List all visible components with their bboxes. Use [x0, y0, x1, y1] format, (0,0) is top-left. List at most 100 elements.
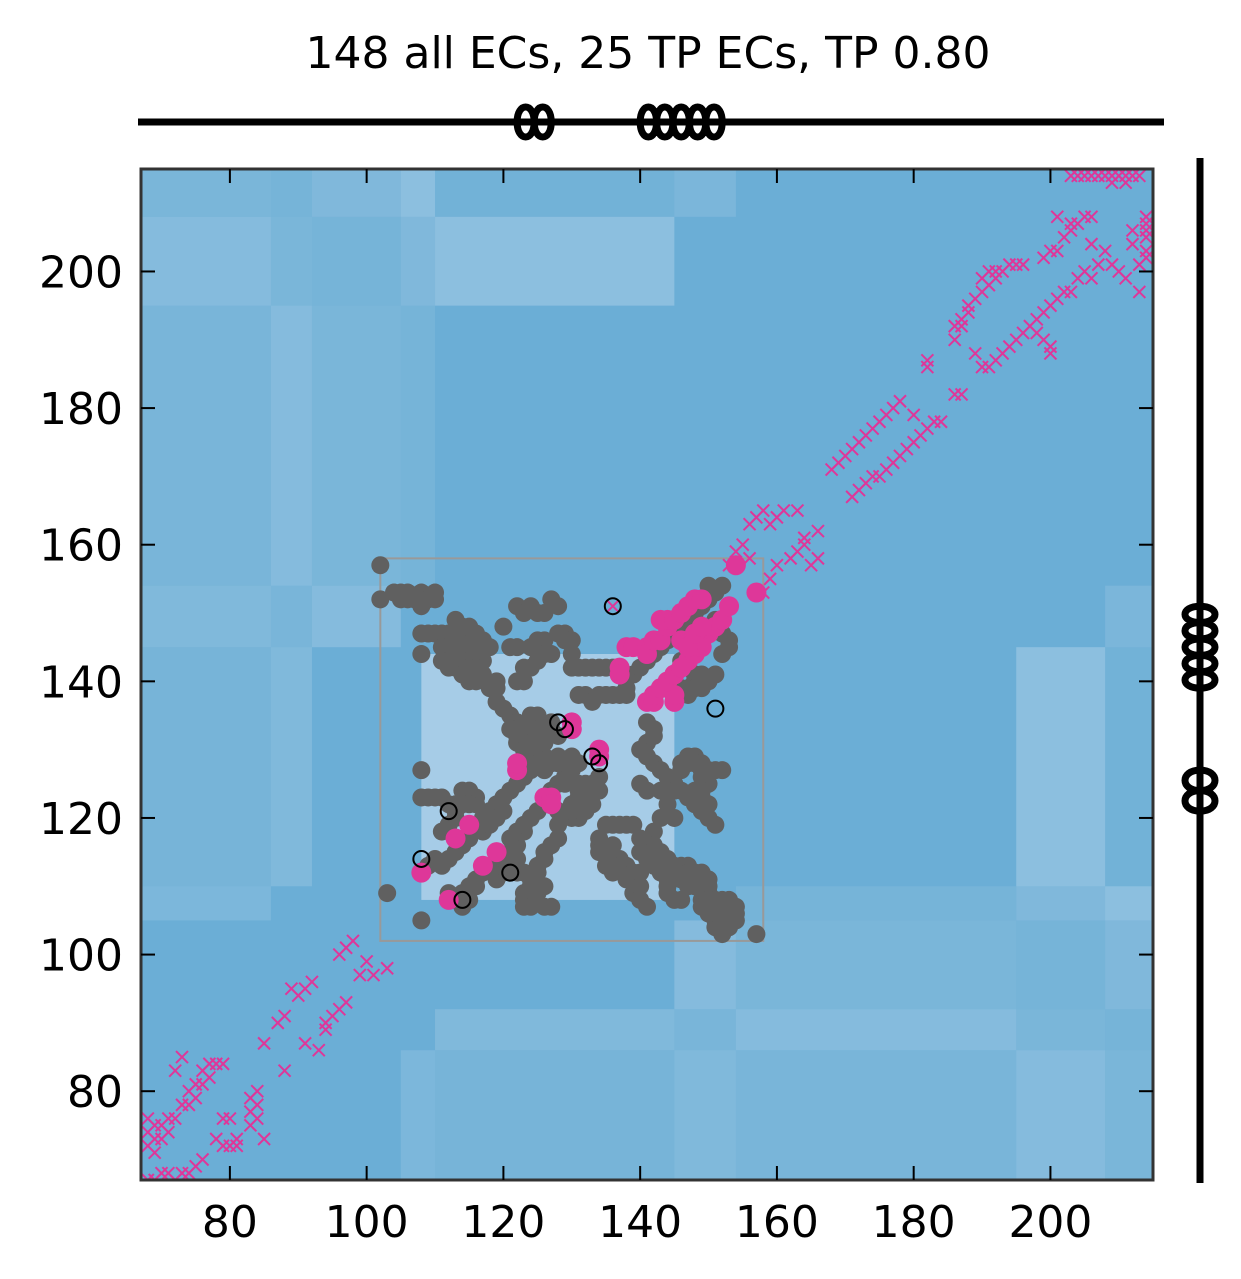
predicted-contact-point — [713, 761, 732, 780]
monomer-contact-point — [797, 531, 811, 545]
background-block — [435, 216, 675, 306]
monomer-contact-point — [1118, 175, 1133, 190]
monomer-contact-point — [770, 558, 784, 572]
x-axis: 80 100 120 140 160 180 200 — [202, 169, 1092, 1248]
true-positive-point — [691, 589, 712, 610]
background-block — [141, 886, 271, 921]
predicted-contact-point — [644, 822, 663, 841]
helix-segment — [1181, 602, 1219, 692]
monomer-contact-point — [366, 968, 381, 982]
predicted-contact-point — [412, 911, 431, 930]
background-block — [1016, 920, 1106, 1010]
monomer-contact-point — [380, 961, 394, 975]
predicted-contact-point — [508, 849, 527, 868]
false-positive-point — [501, 863, 520, 882]
x-tick-label: 200 — [1008, 1197, 1092, 1248]
monomer-contact-point — [359, 954, 374, 969]
y-axis: 80 100 120 140 160 180 200 — [39, 247, 1153, 1118]
monomer-contact-point — [920, 353, 935, 367]
predicted-contact-point — [371, 556, 390, 575]
predicted-contact-point — [535, 761, 554, 780]
monomer-contact-point — [1105, 169, 1119, 183]
predicted-contact-point — [658, 795, 677, 814]
background-block — [270, 216, 312, 306]
background-block — [435, 1009, 675, 1051]
background-block — [1105, 886, 1153, 921]
monomer-contact-point — [1118, 271, 1133, 286]
monomer-contact-point — [339, 995, 353, 1010]
predicted-contact-point — [487, 679, 506, 698]
false-positive-point — [439, 802, 458, 821]
predicted-contact-point — [699, 795, 718, 814]
predicted-contact-point — [562, 631, 581, 650]
monomer-contact-point — [353, 968, 367, 982]
monomer-contact-point — [777, 503, 791, 518]
monomer-contact-point — [305, 975, 319, 989]
background-block — [1016, 647, 1106, 887]
monomer-contact-point — [756, 503, 770, 518]
predicted-contact-point — [692, 897, 711, 916]
predicted-contact-point — [549, 597, 568, 616]
true-positive-point — [719, 596, 740, 617]
predicted-contact-point — [562, 645, 581, 664]
monomer-contact-point — [763, 572, 777, 586]
plot-frame — [139, 167, 1155, 1182]
monomer-contact-point — [1098, 244, 1112, 258]
predicted-contact-point — [631, 843, 650, 862]
true-positive-point — [589, 746, 610, 767]
monomer-contact-point — [1043, 346, 1058, 361]
monomer-contact-point — [312, 1043, 326, 1057]
background-block — [270, 585, 312, 648]
monomer-contact-point — [250, 1098, 264, 1112]
monomer-contact-point — [216, 1057, 230, 1071]
top-secondary-structure-track — [138, 103, 1164, 141]
background-block — [1016, 1009, 1106, 1051]
background-block — [141, 585, 271, 648]
x-tick-label: 120 — [461, 1197, 545, 1248]
background-block — [400, 216, 436, 306]
monomer-contact-point — [1139, 210, 1153, 224]
predicted-contact-point — [412, 788, 431, 807]
monomer-contact-point — [168, 1063, 182, 1078]
true-positive-point — [411, 862, 432, 883]
monomer-contact-point — [906, 408, 921, 422]
monomer-contact-point — [1132, 169, 1147, 183]
predicted-contact-point — [535, 733, 554, 752]
monomer-contact-point — [1084, 210, 1099, 224]
predicted-contact-point — [631, 863, 650, 882]
background-block — [435, 169, 675, 217]
predicted-contact-point — [596, 843, 615, 862]
y-tick-label: 100 — [39, 931, 123, 982]
monomer-contact-point — [1050, 244, 1064, 258]
monomer-contact-point — [1084, 271, 1099, 286]
true-positive-point — [541, 794, 562, 815]
chart-title: 148 all ECs, 25 TP ECs, TP 0.80 — [306, 28, 991, 79]
predicted-contact-point — [371, 590, 390, 609]
predicted-contact-point — [460, 795, 479, 814]
x-tick-label: 180 — [872, 1197, 956, 1248]
predicted-contact-point — [706, 665, 725, 684]
subsection-box-layer — [379, 557, 765, 942]
background-block — [400, 305, 436, 586]
false-positive-point — [549, 713, 568, 732]
true-positive-point — [486, 842, 507, 863]
true-positive-point — [472, 855, 493, 876]
contact-map-background — [141, 169, 1153, 1180]
predicted-contact-point — [549, 815, 568, 834]
predicted-contact-point — [672, 870, 691, 889]
predicted-contact-point — [638, 781, 656, 800]
predicted-contact-point — [610, 815, 629, 834]
predicted-contact-point — [467, 672, 486, 691]
background-block — [141, 169, 271, 217]
background-block — [1105, 920, 1153, 1010]
background-block — [674, 1009, 736, 1051]
false-positive-point — [590, 754, 609, 773]
contact-points — [141, 169, 1153, 1180]
predicted-contact-point — [651, 808, 670, 827]
monomer-contact-point — [188, 1091, 203, 1105]
false-positive-point — [412, 849, 431, 868]
monomer-contact-point — [346, 934, 360, 948]
predicted-contact-point — [562, 658, 581, 677]
monomer-contact-point — [1064, 285, 1078, 299]
background-block — [141, 647, 271, 887]
